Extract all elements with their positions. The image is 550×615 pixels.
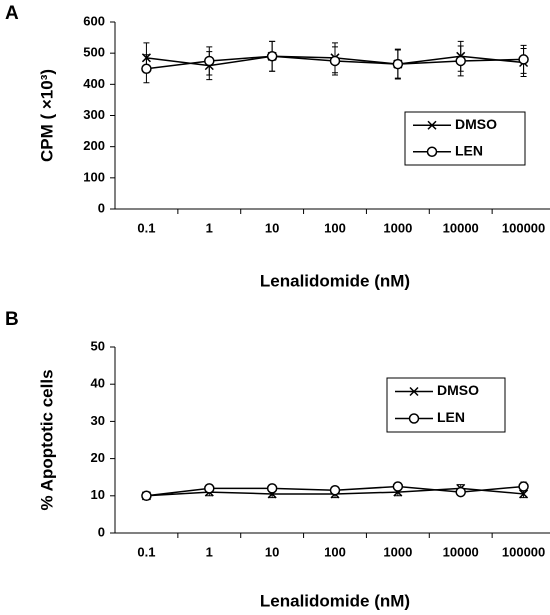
panel-label: B [5,309,19,330]
marker [204,483,215,494]
marker [409,386,419,397]
y-tick-label: 300 [83,107,105,122]
x-tick-label: 100000 [502,220,545,235]
marker [266,483,278,494]
marker [455,486,466,498]
marker [392,481,404,492]
y-tick-label: 10 [91,487,105,502]
x-axis-label: Lenalidomide (nM) [260,271,410,290]
y-tick-label: 0 [98,524,105,539]
x-tick-label: 1 [206,544,213,559]
y-tick-label: 400 [83,76,105,91]
legend [404,111,526,166]
marker [329,55,341,67]
x-tick-label: 0.1 [137,544,155,559]
x-tick-label: 1000 [383,220,412,235]
marker [329,484,341,496]
y-tick-label: 50 [91,338,105,353]
x-tick-label: 1 [206,220,213,235]
marker [455,55,466,67]
x-tick-label: 1000 [383,544,412,559]
y-axis-label: CPM ( ×10³) [37,69,56,162]
y-tick-label: 500 [83,45,105,60]
marker [427,120,437,130]
y-tick-label: 100 [83,169,105,184]
x-tick-label: 100 [324,544,346,559]
x-tick-label: 10 [265,544,279,559]
x-tick-label: 10 [265,220,279,235]
y-tick-label: 0 [98,200,105,215]
legend-label: DMSO [437,382,479,398]
x-tick-label: 0.1 [137,220,155,235]
marker [266,51,278,62]
legend-label: DMSO [455,116,497,132]
y-tick-label: 200 [83,138,105,153]
marker [408,413,420,424]
marker [518,481,529,492]
marker [518,54,529,65]
legend-label: LEN [437,409,465,425]
x-axis-label: Lenalidomide (nM) [260,591,410,610]
legend-label: LEN [455,142,483,158]
panel-label: A [5,3,19,24]
y-tick-label: 30 [91,413,105,428]
x-tick-label: 100 [324,220,346,235]
marker [204,55,215,67]
marker [392,58,404,70]
y-tick-label: 20 [91,450,105,465]
x-tick-label: 100000 [502,544,545,559]
x-tick-label: 10000 [443,544,479,559]
marker [426,146,438,157]
y-tick-label: 40 [91,376,105,391]
x-tick-label: 10000 [443,220,479,235]
marker [141,63,152,74]
y-tick-label: 600 [83,13,105,28]
legend [386,377,506,433]
marker [141,490,152,502]
y-axis-label: % Apoptotic cells [37,369,56,510]
